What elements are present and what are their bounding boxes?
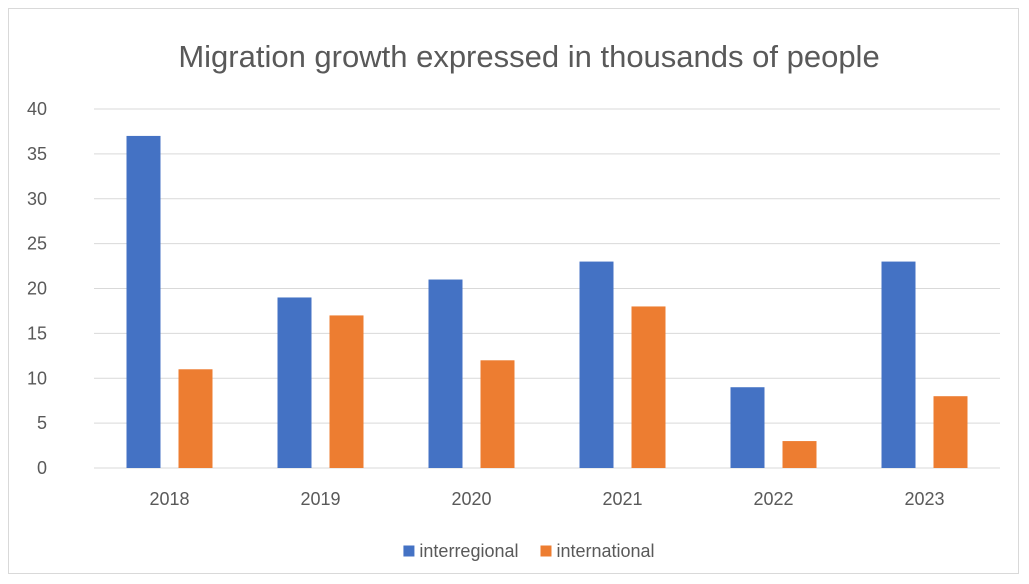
chart-frame (8, 8, 1019, 574)
bar-international-2020 (480, 360, 515, 468)
x-tick-label: 2018 (149, 489, 189, 509)
bars (126, 135, 968, 469)
y-axis-ticks: 0 5 10 15 20 25 30 35 40 (27, 99, 47, 478)
bar-international-2022 (782, 441, 817, 468)
y-tick-label: 40 (27, 99, 47, 119)
bar-interregional-2019 (277, 297, 312, 468)
y-tick-label: 10 (27, 368, 47, 388)
bar-interregional-2023 (881, 261, 916, 468)
bar-interregional-2022 (730, 387, 765, 468)
x-axis-ticks: 2018 2019 2020 2021 2022 2023 (149, 489, 944, 509)
bar-international-2021 (631, 306, 666, 468)
x-tick-label: 2019 (300, 489, 340, 509)
bar-interregional-2018 (126, 135, 161, 469)
bar-interregional-2020 (428, 279, 463, 468)
y-tick-label: 5 (37, 413, 47, 433)
legend: interregional international (403, 541, 655, 561)
y-tick-label: 30 (27, 189, 47, 209)
bar-international-2018 (178, 369, 213, 468)
bar-international-2023 (933, 396, 968, 468)
gridlines (94, 108, 1000, 469)
bar-international-2019 (329, 315, 364, 468)
x-tick-label: 2021 (602, 489, 642, 509)
legend-swatch-international (540, 545, 552, 557)
legend-label: international (556, 541, 654, 561)
x-tick-label: 2020 (451, 489, 491, 509)
y-tick-label: 35 (27, 144, 47, 164)
x-tick-label: 2022 (753, 489, 793, 509)
y-tick-label: 0 (37, 458, 47, 478)
chart-title: Migration growth expressed in thousands … (178, 39, 879, 74)
bar-interregional-2021 (579, 261, 614, 468)
legend-swatch-interregional (403, 545, 415, 557)
y-tick-label: 20 (27, 279, 47, 299)
legend-label: interregional (419, 541, 518, 561)
y-tick-label: 15 (27, 323, 47, 343)
x-tick-label: 2023 (904, 489, 944, 509)
y-tick-label: 25 (27, 234, 47, 254)
